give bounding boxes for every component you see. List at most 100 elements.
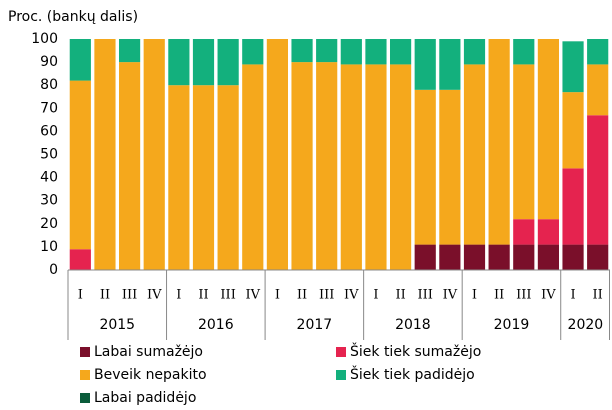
group-label: 2016 xyxy=(198,317,234,333)
legend-label: Labai sumažėjo xyxy=(94,344,203,360)
bar-segment xyxy=(562,244,584,270)
legend-swatch xyxy=(336,370,346,380)
bar-segment xyxy=(562,92,584,169)
y-tick-label: 70 xyxy=(40,100,58,116)
bar-segment xyxy=(513,64,535,220)
bar-segment xyxy=(587,115,609,245)
y-tick-label: 30 xyxy=(40,193,58,209)
bar-segment xyxy=(562,41,584,93)
bar-segment xyxy=(439,89,461,245)
x-tick-label: II xyxy=(100,288,110,303)
bar-segment xyxy=(69,249,91,270)
x-tick-label: I xyxy=(176,288,181,303)
bar-segment xyxy=(439,39,461,90)
bar-segment xyxy=(439,244,461,270)
bar-segment xyxy=(316,39,338,63)
bar-segment xyxy=(217,39,239,86)
group-label: 2015 xyxy=(99,317,135,333)
y-tick-label: 40 xyxy=(40,170,58,186)
bar-segment xyxy=(192,39,215,86)
x-tick-label: IV xyxy=(246,288,261,303)
group-label: 2017 xyxy=(297,317,333,333)
bar-segment xyxy=(587,39,609,65)
bar-segment xyxy=(118,62,141,270)
bar-segment xyxy=(316,62,338,270)
x-tick-label: IV xyxy=(147,288,162,303)
legend-swatch xyxy=(80,393,90,403)
y-tick-label: 90 xyxy=(40,54,58,70)
legend-label: Šiek tiek sumažėjo xyxy=(350,342,481,360)
y-tick-label: 50 xyxy=(40,147,58,163)
x-tick-label: I xyxy=(373,288,378,303)
bar-segment xyxy=(242,64,264,270)
x-tick-label: II xyxy=(198,288,208,303)
bar-segment xyxy=(463,64,486,245)
bar-segment xyxy=(94,39,116,270)
x-tick-label: III xyxy=(516,288,531,303)
legend-label: Šiek tiek padidėjo xyxy=(350,365,475,383)
bar-segment xyxy=(340,39,362,65)
x-tick-label: III xyxy=(319,288,334,303)
bar-segment xyxy=(143,39,165,270)
bar-segment xyxy=(192,85,215,270)
x-tick-label: IV xyxy=(344,288,359,303)
bar-segment xyxy=(513,39,535,65)
y-tick-label: 60 xyxy=(40,123,58,139)
legend-swatch xyxy=(336,347,346,357)
bar-segment xyxy=(168,85,190,270)
bar-segment xyxy=(340,64,362,270)
bar-segment xyxy=(365,39,387,65)
bar-segment xyxy=(414,244,436,270)
bar-segment xyxy=(69,39,91,81)
bar-segment xyxy=(291,39,313,63)
bar-segment xyxy=(463,244,486,270)
bar-segment xyxy=(463,39,486,65)
bar-segment xyxy=(537,219,560,245)
bar-segment xyxy=(118,39,141,63)
bar-segment xyxy=(562,168,584,245)
bar-segment xyxy=(537,39,560,220)
x-tick-label: III xyxy=(122,288,137,303)
x-tick-label: I xyxy=(570,288,575,303)
x-tick-label: IV xyxy=(541,288,556,303)
x-tick-label: II xyxy=(395,288,405,303)
group-label: 2018 xyxy=(395,317,431,333)
bar-segment xyxy=(69,80,91,250)
bar-segment xyxy=(365,64,387,270)
x-tick-label: II xyxy=(297,288,307,303)
bar-segment xyxy=(587,64,609,116)
x-tick-label: I xyxy=(472,288,477,303)
bar-segment xyxy=(414,89,436,245)
bar-segment xyxy=(389,39,412,65)
bar-segment xyxy=(488,39,510,245)
y-tick-label: 0 xyxy=(49,262,58,278)
y-tick-label: 20 xyxy=(40,216,58,232)
y-axis-label: Proc. (bankų dalis) xyxy=(8,9,138,25)
x-tick-label: I xyxy=(78,288,83,303)
bar-segment xyxy=(168,39,190,86)
group-label: 2019 xyxy=(494,317,530,333)
bar-segment xyxy=(488,244,510,270)
bar-segment xyxy=(513,244,535,270)
y-tick-label: 10 xyxy=(40,239,58,255)
x-tick-label: III xyxy=(220,288,235,303)
legend-label: Labai padidėjo xyxy=(94,390,196,406)
x-tick-label: IV xyxy=(443,288,458,303)
bar-segment xyxy=(513,219,535,245)
legend-label: Beveik nepakito xyxy=(94,367,207,383)
legend-swatch xyxy=(80,347,90,357)
y-tick-label: 100 xyxy=(31,31,58,47)
x-tick-label: II xyxy=(494,288,504,303)
x-tick-label: II xyxy=(593,288,603,303)
bar-segment xyxy=(389,64,412,270)
x-tick-label: I xyxy=(275,288,280,303)
group-label: 2020 xyxy=(568,317,604,333)
y-tick-label: 80 xyxy=(40,77,58,93)
bar-segment xyxy=(242,39,264,65)
bar-segment xyxy=(217,85,239,270)
bar-segment xyxy=(414,39,436,90)
x-tick-label: III xyxy=(418,288,433,303)
bar-segment xyxy=(291,62,313,270)
bar-segment xyxy=(587,244,609,270)
bar-segment xyxy=(537,244,560,270)
